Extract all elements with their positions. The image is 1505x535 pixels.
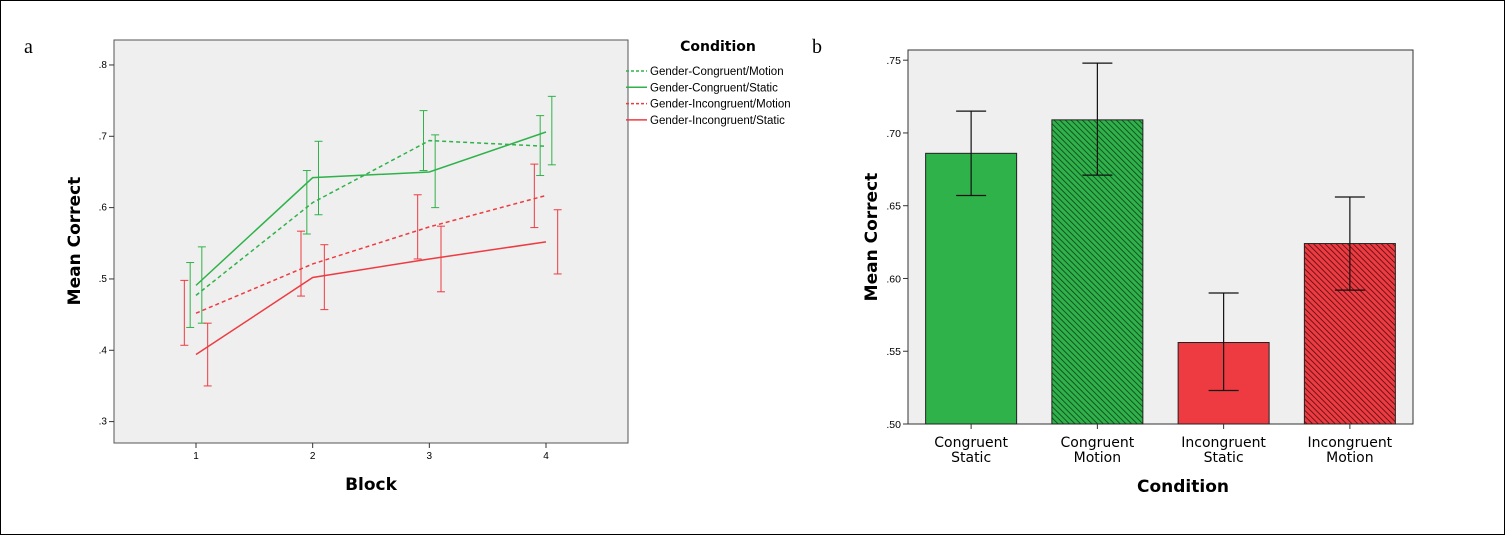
y-axis-a: .3 .4 .5 .6 .7 .8	[99, 60, 114, 428]
series-line	[195, 194, 547, 314]
legend-label: Gender-Congruent/Motion	[650, 66, 784, 78]
x-tick-label-a: 3	[427, 451, 433, 462]
category-label: Incongruent	[1308, 435, 1393, 451]
y-axis-title-b: Mean Correct	[862, 173, 882, 302]
legend-label: Gender-Incongruent/Static	[650, 115, 785, 127]
legend: Condition Gender-Congruent/Motion Gender-…	[626, 39, 791, 127]
plot-area-a	[113, 39, 629, 444]
legend-label: Gender-Congruent/Static	[650, 82, 778, 94]
category-label: Incongruent	[1181, 435, 1266, 451]
x-axis-a: 1 2 3 4	[193, 443, 549, 462]
category-label: Static	[1204, 450, 1244, 466]
y-tick-label-b: .70	[886, 128, 901, 140]
series-line	[195, 131, 547, 286]
bar-chart-panel: b .50.55.60.65.70.75 CongruentStaticCong…	[812, 36, 1414, 497]
x-tick-label-a: 1	[193, 451, 199, 462]
y-tick-label-a: .5	[99, 274, 108, 285]
panel-letter-a: a	[24, 36, 33, 58]
category-label: Static	[951, 450, 991, 466]
y-tick-label-b: .60	[886, 273, 901, 285]
bars-b	[925, 119, 1396, 425]
y-tick-label-a: .6	[99, 203, 108, 214]
x-tick-label-a: 2	[310, 451, 316, 462]
category-label: Congruent	[1061, 435, 1135, 451]
y-tick-label-b: .55	[886, 346, 901, 358]
series-line	[195, 139, 547, 296]
category-label: Motion	[1074, 450, 1121, 466]
y-tick-label-b: .50	[886, 419, 901, 431]
line-chart-panel: a .3 .4 .5 .6 .7 .8 1 2 3 4 Mean Correct Block C…	[24, 36, 791, 495]
category-label: Congruent	[934, 435, 1008, 451]
x-tick-label-a: 4	[543, 451, 549, 462]
legend-title: Condition	[680, 39, 756, 55]
y-tick-label-b: .75	[886, 55, 901, 67]
y-tick-label-a: .8	[99, 60, 108, 71]
legend-label: Gender-Incongruent/Motion	[650, 99, 791, 111]
error-bars-b	[956, 62, 1365, 392]
error-bars-a	[180, 95, 562, 387]
y-tick-label-b: .65	[886, 201, 901, 213]
series-line	[195, 241, 547, 356]
y-tick-label-a: .3	[99, 417, 108, 428]
y-tick-label-a: .7	[99, 131, 108, 142]
y-axis-b: .50 .55 .60 .65 .70 .75	[886, 55, 908, 431]
x-axis-b: CongruentStaticCongruentMotionIncongruen…	[934, 424, 1393, 466]
category-label: Motion	[1326, 450, 1373, 466]
x-axis-title-b: Condition	[1137, 477, 1229, 497]
panel-letter-b: b	[812, 36, 822, 58]
y-tick-label-a: .4	[99, 345, 108, 356]
series-lines-a	[195, 131, 547, 356]
x-axis-title-a: Block	[345, 475, 398, 495]
y-axis-title-a: Mean Correct	[65, 177, 85, 306]
bar	[925, 152, 1018, 425]
